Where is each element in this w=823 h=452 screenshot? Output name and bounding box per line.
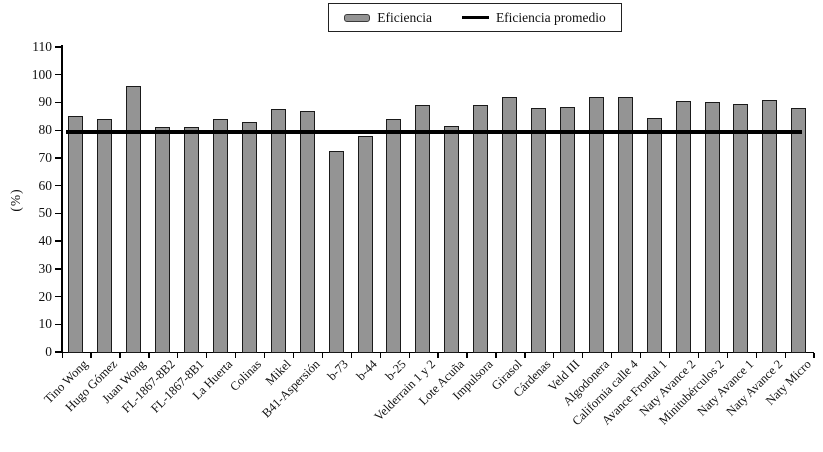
- x-axis-tick: [206, 353, 208, 358]
- y-axis-tick: [55, 74, 61, 76]
- y-axis-line: [61, 45, 63, 353]
- x-axis-tick: [466, 353, 468, 358]
- bar: [791, 108, 807, 353]
- x-axis-tick: [524, 353, 526, 358]
- bar: [617, 96, 633, 353]
- bar: [444, 126, 460, 353]
- x-axis-tick: [235, 353, 237, 358]
- y-axis-tick: [55, 101, 61, 104]
- y-axis-tick-label: 110: [32, 39, 52, 54]
- average-line: [66, 129, 802, 134]
- x-axis-tick: [61, 353, 63, 358]
- y-axis-tick-label: 90: [38, 94, 53, 110]
- chart-legend: Eficiencia Eficiencia promedio: [328, 3, 622, 32]
- x-axis-tick: [639, 353, 642, 358]
- x-axis-category-label: Colinas: [227, 357, 265, 394]
- legend-label-eficiencia: Eficiencia: [377, 9, 432, 25]
- y-axis-tick-label: 60: [38, 177, 53, 193]
- bar: [415, 105, 431, 353]
- bar-swatch-icon: [344, 13, 371, 22]
- y-axis-tick: [55, 323, 61, 325]
- bar: [183, 127, 199, 353]
- y-axis-tick-label: 0: [45, 344, 52, 359]
- x-axis-category-label: b-44: [353, 357, 381, 384]
- x-axis-tick: [408, 353, 410, 358]
- x-axis-tick: [582, 353, 584, 358]
- bar: [733, 103, 749, 353]
- bar: [328, 150, 344, 353]
- x-axis-tick: [119, 353, 121, 358]
- y-axis-tick: [55, 295, 61, 298]
- bar: [675, 101, 691, 353]
- y-axis-tick-label: 80: [38, 122, 53, 138]
- y-axis-tick: [55, 212, 61, 215]
- x-axis-tick: [321, 353, 324, 358]
- bar: [531, 108, 547, 353]
- x-axis-tick: [90, 353, 92, 358]
- legend-item-eficiencia: Eficiencia: [344, 10, 432, 26]
- bar: [762, 99, 778, 353]
- y-axis-tick-label: 30: [38, 260, 53, 276]
- x-axis-tick: [148, 353, 150, 358]
- bar: [97, 119, 113, 353]
- y-axis-tick-label: 20: [38, 288, 53, 304]
- x-axis-tick: [610, 353, 613, 358]
- x-axis-tick: [437, 353, 439, 358]
- y-axis-tick: [55, 46, 61, 48]
- legend-item-eficiencia-promedio: Eficiencia promedio: [461, 9, 606, 26]
- bar: [559, 106, 575, 353]
- legend-label-eficiencia-promedio: Eficiencia promedio: [495, 9, 606, 25]
- bar: [502, 96, 518, 353]
- bar: [646, 117, 662, 353]
- bar: [473, 105, 489, 353]
- x-axis-tick: [813, 353, 815, 358]
- x-axis-tick: [784, 353, 786, 358]
- x-axis-tick: [668, 353, 671, 358]
- y-axis-tick: [55, 185, 61, 187]
- x-axis-tick: [350, 353, 352, 358]
- y-axis-tick: [55, 157, 61, 159]
- x-axis-tick: [263, 353, 266, 358]
- x-axis-tick: [697, 353, 700, 358]
- bar: [299, 110, 315, 353]
- x-axis-category-label: b-73: [325, 357, 352, 384]
- bar: [212, 119, 228, 353]
- y-axis-tick: [55, 268, 61, 270]
- bar: [357, 135, 373, 353]
- bar: [588, 96, 604, 353]
- bar: [270, 109, 286, 353]
- x-axis-line: [61, 351, 814, 353]
- bar: [155, 127, 171, 353]
- bar: [386, 119, 402, 353]
- bar: [126, 85, 142, 353]
- y-axis-tick: [55, 240, 61, 242]
- y-axis-tick-label: 70: [38, 149, 53, 165]
- bar: [68, 116, 84, 353]
- x-axis-tick: [755, 353, 757, 358]
- x-axis-tick: [726, 353, 728, 358]
- y-axis-tick: [55, 351, 61, 353]
- y-axis-tick-label: 10: [38, 316, 53, 332]
- x-axis-tick: [553, 353, 555, 358]
- y-axis-tick-label: 50: [38, 205, 53, 221]
- x-axis-tick: [177, 353, 179, 358]
- y-axis-tick: [55, 129, 61, 131]
- x-axis-tick: [379, 353, 381, 358]
- x-axis-tick: [495, 353, 497, 358]
- y-axis-tick-label: 40: [38, 233, 53, 249]
- bar: [241, 121, 257, 353]
- bar: [704, 102, 720, 353]
- y-axis-tick-label: 100: [31, 66, 52, 82]
- line-swatch-icon: [461, 16, 489, 19]
- x-axis-tick: [292, 353, 295, 358]
